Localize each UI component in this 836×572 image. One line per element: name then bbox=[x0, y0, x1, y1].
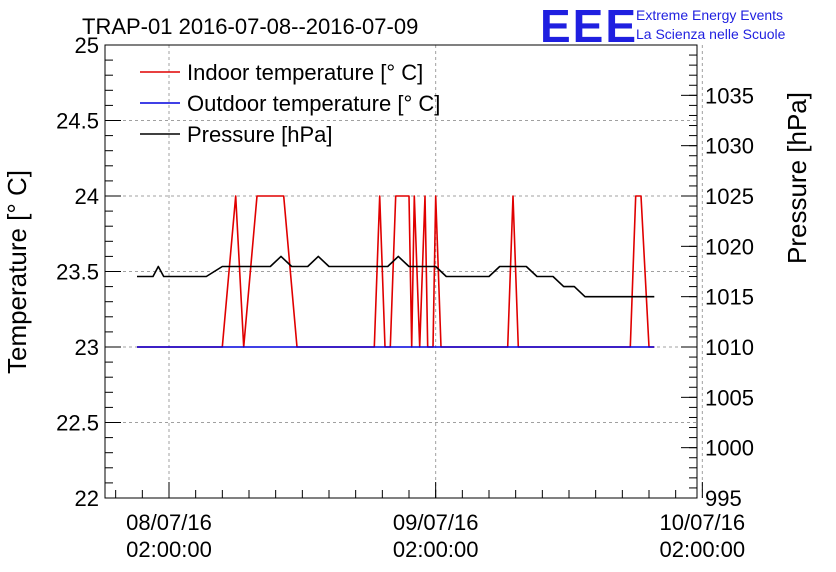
y2-tick-label: 1020 bbox=[705, 234, 754, 259]
y-tick-label: 24 bbox=[75, 184, 99, 209]
y2-tick-label: 995 bbox=[705, 486, 742, 511]
y-axis-title: Temperature [° C] bbox=[2, 170, 32, 374]
y2-tick-label: 1030 bbox=[705, 134, 754, 159]
logo: EEE Extreme Energy Events La Scienza nel… bbox=[540, 0, 786, 52]
series-line-indoor bbox=[137, 195, 655, 348]
logo-line-2: La Scienza nelle Scuole bbox=[636, 26, 786, 42]
legend: Indoor temperature [° C] Outdoor temperat… bbox=[140, 60, 440, 147]
y-tick-label: 23.5 bbox=[56, 260, 99, 285]
plot-series bbox=[137, 195, 655, 348]
x-tick-time: 02:00:00 bbox=[660, 537, 746, 562]
chart-title: TRAP-01 2016-07-08--2016-07-09 bbox=[82, 14, 418, 39]
y-tick-label: 22 bbox=[75, 486, 99, 511]
y2-tick-label: 1035 bbox=[705, 83, 754, 108]
y2-tick-label: 1000 bbox=[705, 436, 754, 461]
y2-axis-title: Pressure [hPa] bbox=[782, 92, 812, 264]
x-tick-date: 10/07/16 bbox=[660, 510, 746, 535]
y-tick-label: 25 bbox=[75, 33, 99, 58]
axes: 22 22.5 23 23.5 24 24.5 25 995 1000 1005 1010 1015 1… bbox=[56, 33, 754, 562]
x-tick-date: 09/07/16 bbox=[393, 510, 479, 535]
y-tick-label: 23 bbox=[75, 335, 99, 360]
logo-letters: EEE bbox=[540, 0, 638, 52]
x-tick-time: 02:00:00 bbox=[393, 537, 479, 562]
legend-label: Indoor temperature [° C] bbox=[187, 60, 423, 85]
legend-label: Pressure [hPa] bbox=[187, 122, 333, 147]
series-line-pressure bbox=[137, 255, 655, 298]
legend-label: Outdoor temperature [° C] bbox=[187, 91, 440, 116]
logo-line-1: Extreme Energy Events bbox=[636, 7, 783, 23]
y2-tick-label: 1015 bbox=[705, 285, 754, 310]
x-tick-date: 08/07/16 bbox=[126, 510, 212, 535]
y-tick-label: 22.5 bbox=[56, 411, 99, 436]
y2-tick-label: 1005 bbox=[705, 385, 754, 410]
y2-tick-label: 1025 bbox=[705, 184, 754, 209]
y2-tick-label: 1010 bbox=[705, 335, 754, 360]
x-tick-time: 02:00:00 bbox=[126, 537, 212, 562]
y-tick-label: 24.5 bbox=[56, 109, 99, 134]
